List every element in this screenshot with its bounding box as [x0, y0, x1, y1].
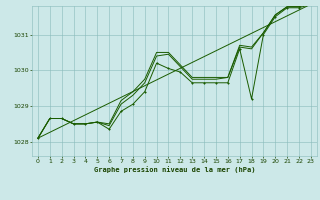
X-axis label: Graphe pression niveau de la mer (hPa): Graphe pression niveau de la mer (hPa) — [94, 166, 255, 173]
